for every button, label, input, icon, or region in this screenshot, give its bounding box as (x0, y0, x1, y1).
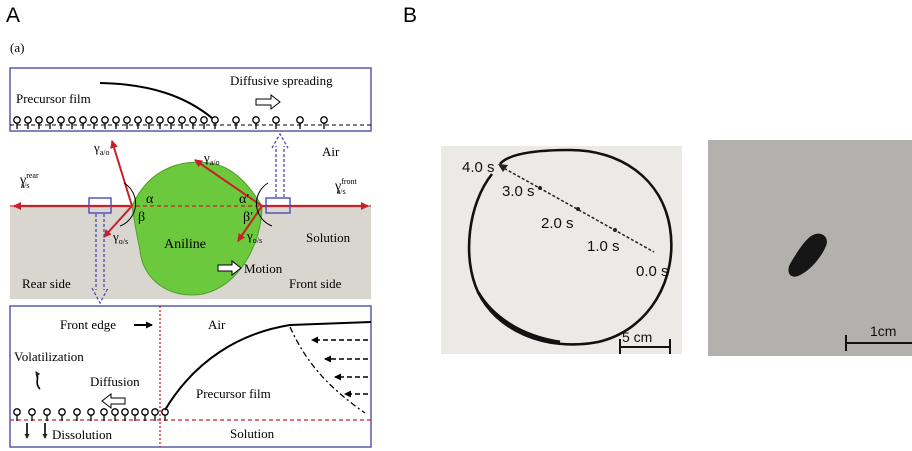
gamma-ao-right-label: γa/o (203, 150, 220, 167)
rear-zoom-box (88, 197, 112, 214)
panel-label-b: B (403, 4, 418, 27)
middle-solution-label: Solution (306, 230, 351, 245)
time-label-4s: 4.0 s (462, 159, 495, 176)
front-zoom-box (265, 197, 291, 214)
mark-2s (576, 207, 580, 211)
gamma-os-left-label: γo/s (112, 229, 128, 246)
time-label-1s: 1.0 s (587, 238, 620, 255)
bottom-air-label: Air (208, 317, 226, 332)
bottom-solution-label: Solution (230, 426, 275, 441)
time-label-3s: 3.0 s (502, 183, 535, 200)
aniline-label: Aniline (164, 237, 206, 252)
aniline-droplet-photo (788, 233, 827, 277)
volatilization-arrow-icon (35, 371, 41, 390)
gamma-os-right-label: γo/s (246, 228, 262, 245)
gamma-as-rear-label: γrear a/s (19, 171, 39, 190)
scale-bar-5cm (619, 339, 671, 354)
gamma-os-left-arrow (103, 205, 133, 238)
bottom-inset: Front edge Air Volatilization Diffusion … (9, 305, 372, 448)
mark-1s (613, 228, 617, 232)
trajectory-ring-thick (476, 291, 561, 344)
droplet-edge-curve (99, 82, 213, 119)
scale-label-5cm: 5 cm (622, 329, 652, 345)
gamma-as-front-label: γfront a/s (334, 177, 358, 196)
trajectory-chord (499, 165, 655, 253)
mark-3s (538, 186, 542, 190)
rear-side-label: Rear side (22, 276, 71, 291)
gamma-ao-left-label: γa/o (93, 140, 110, 157)
beta-label: β (138, 210, 145, 225)
top-precursor-film-label: Precursor film (16, 91, 91, 106)
film-profile-curve (164, 321, 372, 411)
dissolution-label: Dissolution (52, 427, 112, 442)
alpha-label: α (146, 192, 154, 207)
panel-label-a: A (6, 4, 21, 27)
gamma-ao-right-arrow (194, 159, 263, 207)
time-label-0s: 0.0 s (636, 263, 669, 280)
photo-trajectory: 4.0 s 3.0 s 2.0 s 1.0 s 0.0 s 5 cm (441, 146, 682, 354)
motion-arrow-icon (217, 259, 242, 277)
volatilization-label: Volatilization (14, 349, 84, 364)
alpha-prime-label: α′ (239, 192, 249, 207)
bottom-precursor-film-label: Precursor film (196, 386, 271, 401)
zoom-connector-front (271, 132, 289, 197)
photo-droplet: 1cm (708, 140, 912, 356)
trajectory-arrowhead-icon (498, 164, 508, 172)
film-boundary-dashdot (289, 326, 366, 414)
scale-label-1cm: 1cm (870, 323, 896, 339)
middle-air-label: Air (322, 144, 340, 159)
zoom-connector-rear (91, 214, 109, 305)
front-side-label: Front side (289, 276, 342, 291)
beta-prime-label: β′ (243, 210, 253, 225)
front-edge-label: Front edge (60, 317, 116, 332)
diffusion-arrow-icon (101, 392, 126, 410)
diffusive-spreading-label: Diffusive spreading (230, 73, 333, 88)
gamma-ao-left-arrow (110, 140, 133, 207)
right-contact-angle-arc (255, 182, 273, 227)
scale-bar-1cm (845, 335, 912, 351)
middle-scene: Air γrear a/s γfront a/s γa/o γa/o γo/s γo… (10, 132, 371, 305)
diffusion-label: Diffusion (90, 374, 140, 389)
top-inset-frame (9, 67, 372, 132)
time-label-2s: 2.0 s (541, 215, 574, 232)
left-contact-angle-arc (119, 182, 137, 227)
trajectory-ring (467, 148, 673, 346)
top-inset: Precursor film Diffusive spreading (9, 67, 372, 132)
motion-label: Motion (244, 261, 283, 276)
sublabel-a: (a) (10, 40, 24, 55)
spreading-arrow-icon (255, 93, 281, 111)
